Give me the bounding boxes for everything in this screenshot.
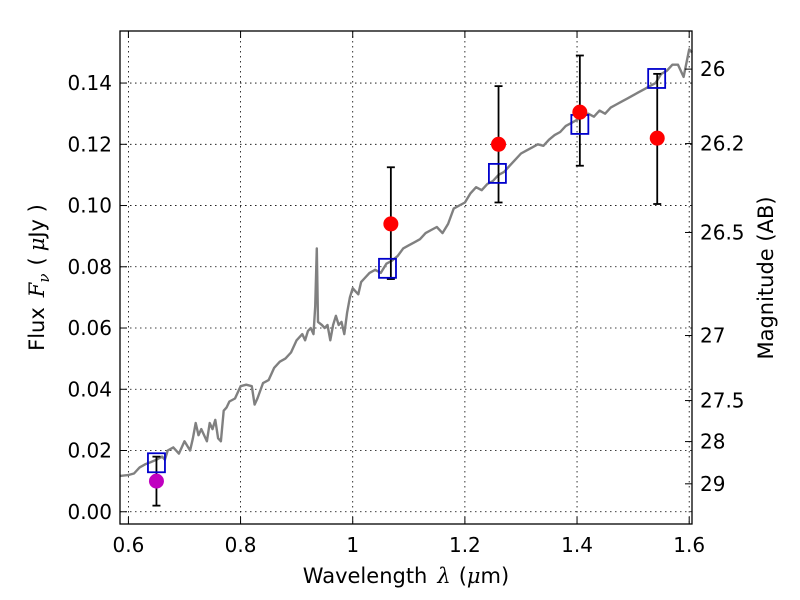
model-photometry-markers: [147, 68, 667, 474]
y-tick-label: 0.14: [67, 71, 112, 95]
x-axis-label: Wavelength λ (μm): [303, 564, 509, 588]
observed-photometry-point: [383, 216, 399, 232]
mag-tick-label: 28: [700, 430, 725, 454]
plot-frame: [119, 30, 693, 525]
x-tick-label: 0.8: [225, 533, 257, 557]
observed-photometry-point: [491, 136, 507, 152]
mag-tick-label: 27: [700, 324, 725, 348]
model-photometry-square: [378, 257, 397, 279]
mag-tick-label: 27.5: [700, 389, 745, 413]
y-tick-label: 0.12: [67, 132, 112, 156]
axis-ticks: 0.6 0.8 1 1.2 1.4 1.6 0.00 0.02 0.04 0.06 0.08 0.10…: [67, 31, 745, 557]
x-tick-label: 1.2: [449, 533, 481, 557]
mag-tick-label: 29: [700, 472, 725, 496]
y-tick-label: 0.06: [67, 316, 112, 340]
x-tick-label: 1.4: [561, 533, 593, 557]
observed-photometry-point: [148, 473, 164, 489]
observed-photometry-markers: [148, 104, 665, 489]
y-tick-label: 0.02: [67, 439, 112, 463]
y-tick-label: 0.08: [67, 255, 112, 279]
x-tick-label: 1: [346, 533, 359, 557]
y-axis-label: FluxFν(μJy ): [25, 204, 53, 351]
mag-tick-label: 26.2: [700, 132, 745, 156]
mag-tick-label: 26: [700, 57, 725, 81]
y-tick-label: 0.10: [67, 194, 112, 218]
x-tick-label: 1.6: [673, 533, 705, 557]
y-tick-label: 0.00: [67, 500, 112, 524]
y-tick-label: 0.04: [67, 377, 112, 401]
model-photometry-square: [488, 162, 507, 184]
observed-photometry-point: [572, 104, 588, 120]
model-photometry-square: [647, 68, 667, 89]
observed-photometry-point: [649, 130, 665, 146]
x-tick-label: 0.6: [113, 533, 145, 557]
mag-tick-label: 26.5: [700, 220, 745, 244]
model-photometry-square: [147, 452, 166, 474]
grid: [120, 31, 692, 524]
y-axis-right-label: Magnitude (AB): [754, 196, 778, 359]
